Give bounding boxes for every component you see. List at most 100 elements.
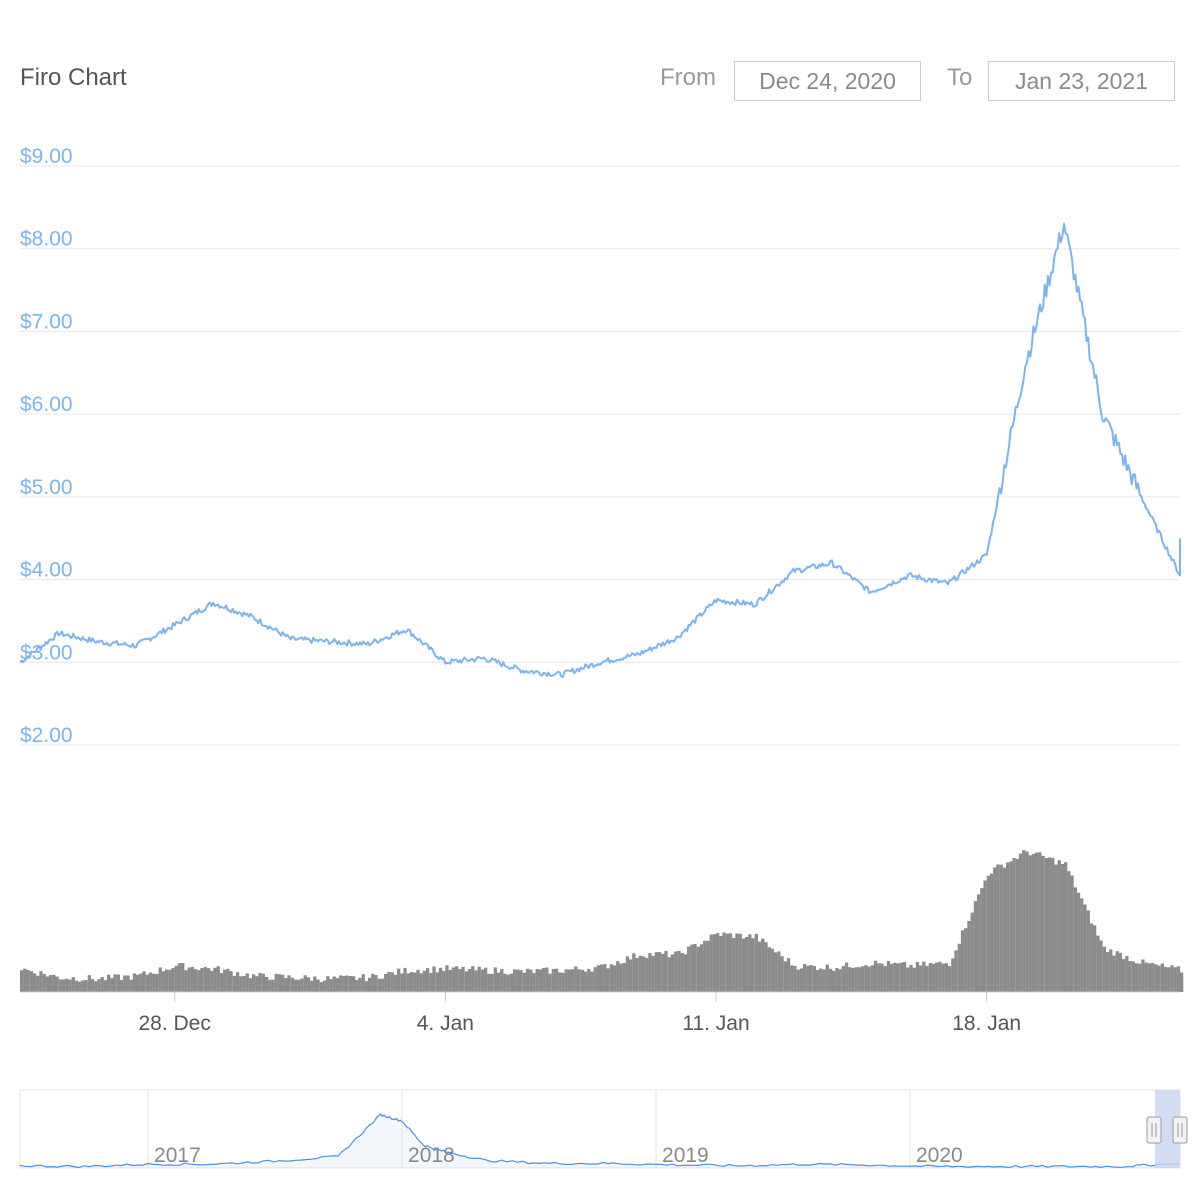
- volume-bar: [835, 968, 839, 992]
- volume-bar: [219, 973, 224, 992]
- volume-bar: [1031, 853, 1036, 992]
- volume-bar: [986, 875, 990, 992]
- volume-bar: [1151, 963, 1155, 992]
- volume-bar: [732, 938, 736, 992]
- volume-bar: [716, 933, 720, 992]
- navigator-line: [19, 1113, 1180, 1169]
- volume-bar: [132, 973, 137, 992]
- volume-bar: [513, 969, 517, 992]
- volume-bar: [548, 973, 552, 992]
- volume-bar: [983, 880, 987, 992]
- volume-bar: [915, 961, 920, 992]
- volume-bar: [1128, 961, 1132, 992]
- volume-bar: [139, 973, 143, 992]
- navigator[interactable]: 2017 2018 2019 2020: [19, 1089, 1188, 1169]
- volume-bar: [822, 969, 826, 992]
- volume-bar: [861, 966, 865, 992]
- volume-bar: [329, 979, 333, 992]
- volume-bar: [1015, 859, 1019, 992]
- volume-bar: [165, 969, 169, 992]
- volume-bar: [326, 976, 330, 992]
- volume-bar: [680, 952, 684, 992]
- volume-bar: [94, 981, 98, 992]
- volume-bar: [358, 977, 362, 992]
- volume-bar: [912, 967, 916, 992]
- price-grid: [20, 165, 1180, 746]
- volume-bar: [493, 967, 497, 992]
- volume-bar: [342, 975, 346, 992]
- volume-bar: [1154, 964, 1158, 992]
- volume-bar: [426, 968, 430, 992]
- volume-bar: [177, 963, 182, 992]
- volume-bar: [274, 973, 278, 992]
- volume-bar: [783, 961, 787, 992]
- y-tick-label: $7.00: [20, 310, 73, 333]
- volume-bar: [777, 951, 781, 992]
- volume-bar: [1167, 967, 1171, 992]
- volume-bar: [145, 974, 149, 992]
- volume-bar: [1160, 963, 1164, 992]
- volume-bar: [832, 970, 836, 992]
- volume-bar: [322, 980, 327, 992]
- volume-bar: [387, 971, 391, 992]
- volume-bar: [745, 937, 749, 992]
- volume-bar: [1073, 887, 1077, 992]
- volume-bar: [809, 965, 813, 992]
- volume-bar: [873, 960, 878, 992]
- volume-bar: [200, 968, 204, 992]
- volume-bar: [1141, 959, 1145, 992]
- volume-bar: [416, 969, 420, 992]
- volume-bar: [1144, 962, 1148, 992]
- volume-bar: [957, 943, 961, 992]
- volume-bar: [477, 966, 481, 992]
- volume-bar: [1147, 963, 1152, 992]
- volume-bar: [551, 968, 555, 992]
- from-date-input[interactable]: [734, 61, 921, 101]
- volume-bar: [419, 973, 423, 992]
- volume-bar: [484, 967, 488, 992]
- volume-bar: [1041, 855, 1045, 992]
- volume-bar: [1067, 871, 1071, 992]
- navigator-handle-left[interactable]: [1146, 1116, 1162, 1144]
- volume-bar: [442, 971, 446, 992]
- volume-bar: [97, 979, 101, 992]
- x-tick-label: 28. Dec: [138, 1012, 210, 1035]
- volume-bar: [964, 928, 968, 992]
- volume-bar: [281, 974, 285, 992]
- volume-bar: [487, 973, 491, 992]
- volume-bar: [938, 961, 942, 992]
- volume-bar: [271, 979, 275, 992]
- volume-bar: [332, 976, 336, 992]
- volume-bar: [941, 963, 945, 992]
- volume-bar: [26, 969, 30, 992]
- volume-bar: [1083, 904, 1087, 992]
- volume-bar: [1180, 972, 1184, 992]
- volume-bar: [168, 969, 172, 992]
- volume-bar: [806, 965, 810, 992]
- volume-bar: [500, 969, 504, 992]
- volume-bar: [90, 979, 95, 992]
- volume-bar: [854, 967, 858, 992]
- volume-bar: [380, 978, 385, 992]
- volume-bar: [20, 970, 24, 992]
- volume-bar: [693, 944, 697, 992]
- y-tick-label: $2.00: [20, 724, 73, 747]
- volume-bar: [261, 973, 265, 992]
- volume-bar: [780, 956, 784, 992]
- volume-bar: [603, 964, 607, 992]
- volume-bar: [583, 971, 588, 992]
- volume-bar: [293, 979, 298, 992]
- date-axis: 28. Dec 4. Jan 11. Jan 18. Jan: [138, 992, 1021, 1035]
- volume-bar: [1173, 967, 1177, 992]
- volume-bar: [55, 976, 59, 992]
- navigator-frame: [19, 1089, 1181, 1169]
- volume-bar: [973, 901, 978, 992]
- navigator-handle-right[interactable]: [1172, 1116, 1188, 1144]
- volume-bar: [216, 966, 220, 992]
- volume-bar: [757, 941, 762, 992]
- volume-bar: [1089, 923, 1094, 992]
- volume-bar: [529, 969, 533, 992]
- volume-bar: [1018, 853, 1023, 992]
- to-date-input[interactable]: [988, 61, 1175, 101]
